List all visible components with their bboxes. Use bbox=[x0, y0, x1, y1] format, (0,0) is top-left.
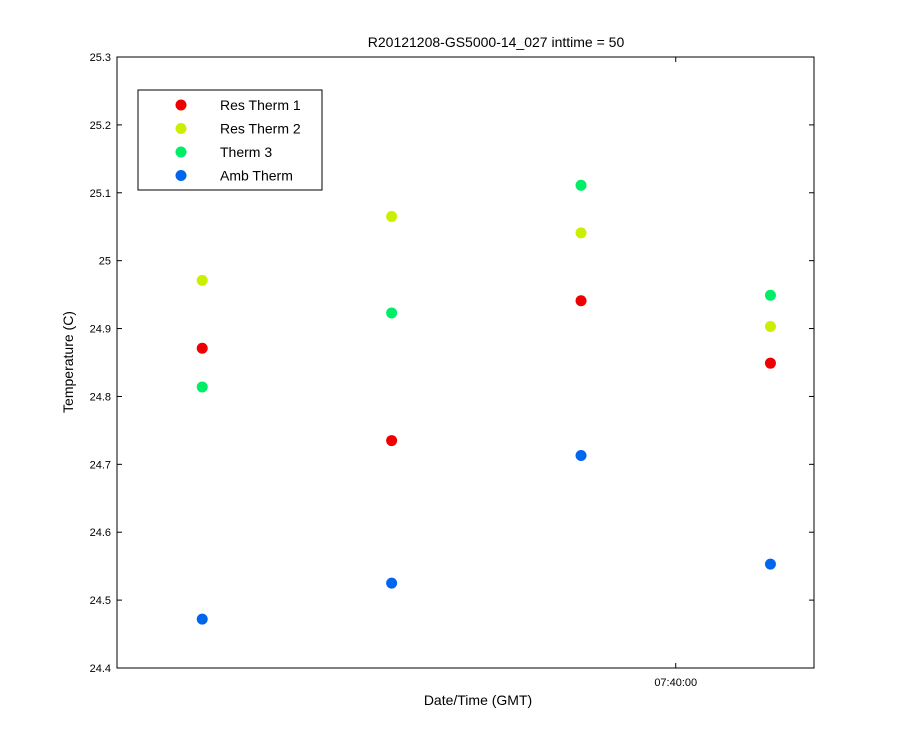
legend-label: Res Therm 1 bbox=[220, 97, 301, 113]
x-tick-label: 07:40:00 bbox=[654, 677, 697, 689]
point-res-therm-1 bbox=[764, 357, 776, 369]
point-res-therm-1 bbox=[386, 435, 398, 447]
point-amb-therm bbox=[575, 450, 587, 462]
y-axis: 24.4 24.5 24.6 24.7 24.8 24.9 25 25.1 25.2 25.3 bbox=[90, 52, 814, 675]
y-tick-label: 24.6 bbox=[90, 527, 111, 539]
point-res-therm-2 bbox=[386, 211, 398, 223]
point-res-therm-2 bbox=[575, 227, 587, 239]
legend-marker bbox=[175, 146, 187, 158]
legend-marker bbox=[175, 170, 187, 181]
y-tick-label: 24.5 bbox=[90, 595, 111, 607]
chart-title: R20121208-GS5000-14_027 inttime = 50 bbox=[368, 34, 625, 50]
legend-box bbox=[137, 89, 323, 191]
legend: Res Therm 1 Res Therm 2 Therm 3 Amb Therm bbox=[137, 89, 323, 191]
x-axis: 07:40:00 bbox=[654, 57, 697, 689]
point-amb-therm bbox=[764, 558, 776, 570]
y-tick-label: 24.7 bbox=[90, 459, 111, 471]
y-tick-label: 25.3 bbox=[90, 52, 111, 64]
point-res-therm-2 bbox=[196, 274, 208, 286]
legend-marker bbox=[175, 123, 187, 134]
point-amb-therm bbox=[196, 613, 208, 625]
point-res-therm-2 bbox=[764, 321, 776, 333]
y-tick-label: 25 bbox=[99, 256, 111, 268]
legend-marker bbox=[175, 99, 187, 111]
y-tick-label: 25.2 bbox=[90, 120, 111, 132]
legend-label: Amb Therm bbox=[220, 168, 293, 184]
point-therm-3 bbox=[575, 179, 587, 191]
y-tick-label: 24.8 bbox=[90, 391, 111, 403]
y-tick-label: 24.4 bbox=[90, 663, 111, 675]
point-therm-3 bbox=[196, 381, 208, 393]
x-axis-label: Date/Time (GMT) bbox=[424, 692, 532, 708]
y-axis-label: Temperature (C) bbox=[60, 311, 76, 413]
point-therm-3 bbox=[386, 307, 398, 319]
y-tick-label: 25.1 bbox=[90, 188, 111, 200]
legend-label: Therm 3 bbox=[220, 144, 272, 160]
point-res-therm-1 bbox=[575, 295, 587, 307]
y-tick-label: 24.9 bbox=[90, 324, 111, 336]
point-amb-therm bbox=[386, 577, 398, 589]
point-res-therm-1 bbox=[196, 342, 208, 354]
point-therm-3 bbox=[764, 289, 776, 301]
legend-label: Res Therm 2 bbox=[220, 121, 301, 137]
data-points bbox=[196, 179, 776, 625]
